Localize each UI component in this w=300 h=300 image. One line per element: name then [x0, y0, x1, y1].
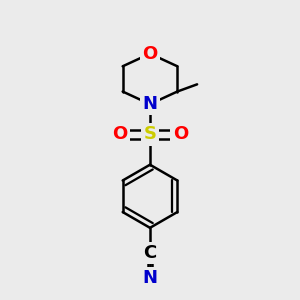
Text: O: O — [142, 45, 158, 63]
Text: N: N — [142, 95, 158, 113]
Text: S: S — [143, 125, 157, 143]
Text: C: C — [143, 244, 157, 262]
Text: N: N — [142, 269, 158, 287]
Text: O: O — [173, 125, 188, 143]
Text: O: O — [112, 125, 127, 143]
